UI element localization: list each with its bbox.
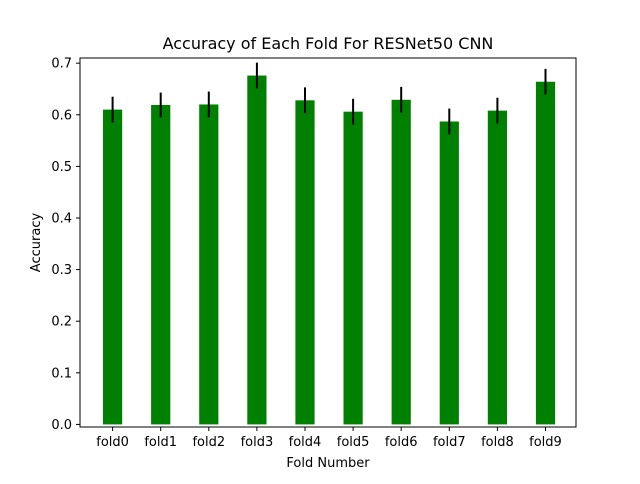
- bar-fold6: [391, 99, 411, 425]
- plot-area: fold0 fold1 fold2 fold3 fold4 fold5 fold6 fold7…: [51, 57, 562, 450]
- y-tick-label-0: 0.0: [51, 418, 72, 433]
- x-axis-label: Fold Number: [286, 456, 370, 471]
- x-tick-label-fold1: fold1: [144, 435, 177, 450]
- bar-fold3: [247, 75, 267, 425]
- x-tick-label-fold9: fold9: [529, 435, 562, 450]
- y-tick-label-3: 0.3: [51, 263, 72, 278]
- x-tick-label-fold3: fold3: [241, 435, 274, 450]
- bar-fold8: [487, 110, 507, 425]
- y-tick-label-1: 0.1: [51, 366, 72, 381]
- axes-frame: [79, 57, 577, 428]
- bar-fold5: [343, 111, 363, 425]
- bar-fold0: [103, 109, 123, 425]
- x-tick-label-fold0: fold0: [96, 435, 129, 450]
- bar-fold2: [199, 104, 219, 425]
- bar-fold1: [151, 104, 171, 425]
- x-tick-label-fold5: fold5: [337, 435, 370, 450]
- y-tick-label-2: 0.2: [51, 315, 72, 330]
- chart-title: Accuracy of Each Fold For RESNet50 CNN: [163, 34, 494, 53]
- bar-fold7: [439, 121, 459, 425]
- x-tick-label-fold6: fold6: [385, 435, 418, 450]
- y-tick-label-5: 0.5: [51, 160, 72, 175]
- x-tick-label-fold7: fold7: [433, 435, 466, 450]
- y-axis-label: Accuracy: [29, 213, 44, 273]
- y-tick-label-7: 0.7: [51, 57, 72, 72]
- x-tick-label-fold4: fold4: [289, 435, 322, 450]
- bar-fold9: [535, 81, 556, 425]
- x-tick-label-fold2: fold2: [192, 435, 225, 450]
- y-tick-label-4: 0.4: [51, 211, 72, 226]
- y-tick-label-6: 0.6: [51, 108, 72, 123]
- bar-fold4: [295, 100, 315, 425]
- x-tick-label-fold8: fold8: [481, 435, 514, 450]
